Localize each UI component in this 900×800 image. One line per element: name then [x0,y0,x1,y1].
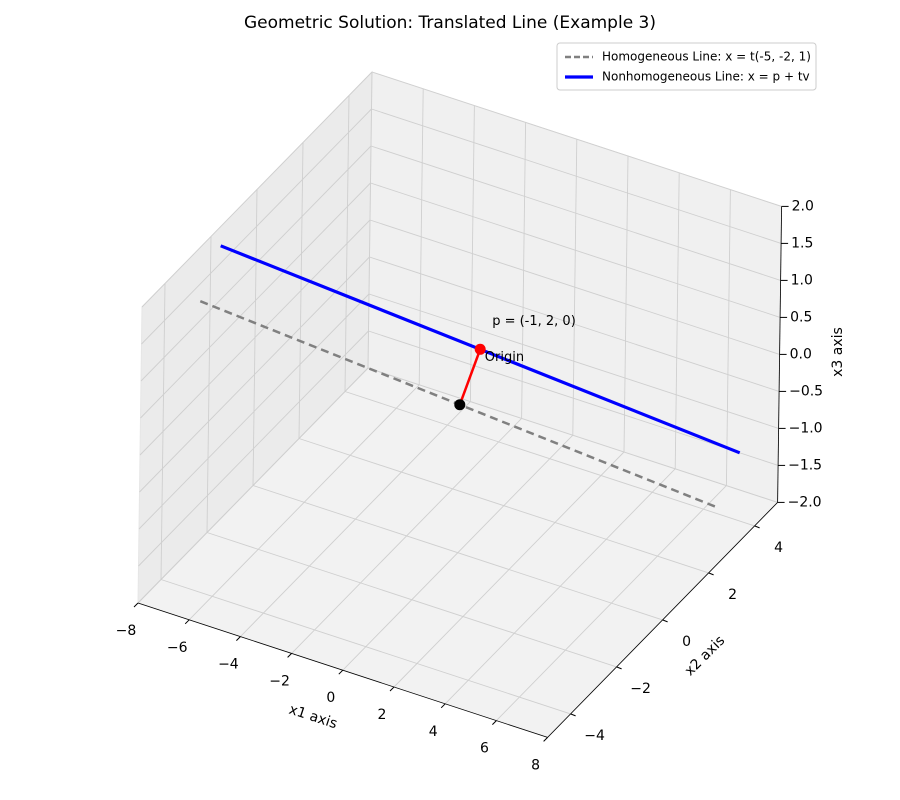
z-tick-label: 1.0 [791,272,813,288]
tick-mark [133,602,139,608]
grid-line [140,182,371,419]
x-tick-label: −6 [167,640,188,656]
x-tick-label: −4 [218,657,239,673]
grid-line [141,108,372,345]
z-tick-label: 2.0 [792,198,814,214]
grid-line [206,532,617,668]
grid-line [141,71,373,308]
grid-line [371,71,782,207]
grid-line [368,293,779,429]
tick-mark [754,525,760,529]
legend-box [556,42,817,91]
chart-title: Geometric Solution: Translated Line (Exa… [244,13,656,33]
y-tick-label: 0 [682,634,691,650]
grid-line [140,145,372,382]
tick-mark [184,619,190,625]
grid-line [139,256,370,493]
x-tick-label: 8 [531,757,540,773]
grid-line [298,438,709,574]
grid-line [370,182,781,318]
grid-line [368,330,779,466]
tick-mark [492,720,497,725]
tick-mark [570,713,576,717]
grid-line [369,219,780,355]
tick-mark [543,737,548,742]
grid-line [137,367,369,604]
tick-mark [662,619,668,623]
grid-line [160,579,571,715]
tick-mark [287,653,292,658]
x-tick-label: 2 [378,707,387,723]
point-label: Origin [485,350,524,365]
y-tick-label: 2 [728,587,737,603]
grid-line [367,367,778,503]
x-axis-label: x1 axis [287,702,339,733]
y-axis-line [547,502,778,738]
grid-line [139,219,371,456]
grid-line [344,391,755,527]
tick-mark [440,703,446,709]
grid-line [138,293,370,530]
point-label: p = (-1, 2, 0) [492,314,576,329]
x-tick-label: −8 [116,623,137,639]
y-tick-label: 4 [774,540,783,556]
grid-line [369,256,780,392]
tick-mark [708,572,714,576]
z-tick-label: 0.5 [790,309,812,325]
legend-label: Homogeneous Line: x = t(-5, -2, 1) [602,50,811,64]
x-tick-label: 6 [480,741,489,757]
z-tick-label: −2.0 [788,494,822,510]
z-tick-label: 1.5 [791,235,813,251]
z-tick-label: −0.5 [789,383,823,399]
tick-mark [236,636,241,641]
z-tick-label: 0.0 [790,346,812,362]
tick-mark [389,686,395,692]
z-axis-label: x3 axis [830,327,846,377]
tick-mark [338,669,344,675]
point [454,399,466,411]
y-tick-label: −4 [584,728,605,744]
grid-line [138,330,369,567]
vector-line [458,348,482,406]
z-tick-label: −1.5 [788,457,822,473]
z-tick-label: −1.0 [789,420,823,436]
x-tick-label: −2 [269,673,290,689]
legend: Homogeneous Line: x = t(-5, -2, 1) Nonhom… [556,42,817,91]
x-axis-line [137,602,548,738]
grid-line [370,145,781,281]
grid-line [252,485,663,621]
x-tick-label: 4 [429,724,438,740]
grid-line [371,108,782,244]
legend-label: Nonhomogeneous Line: x = p + tv [602,70,810,84]
point [474,343,486,355]
x-tick-label: 0 [326,690,335,706]
y-tick-label: −2 [630,681,651,697]
z-axis-line [777,206,782,503]
tick-mark [616,666,622,670]
